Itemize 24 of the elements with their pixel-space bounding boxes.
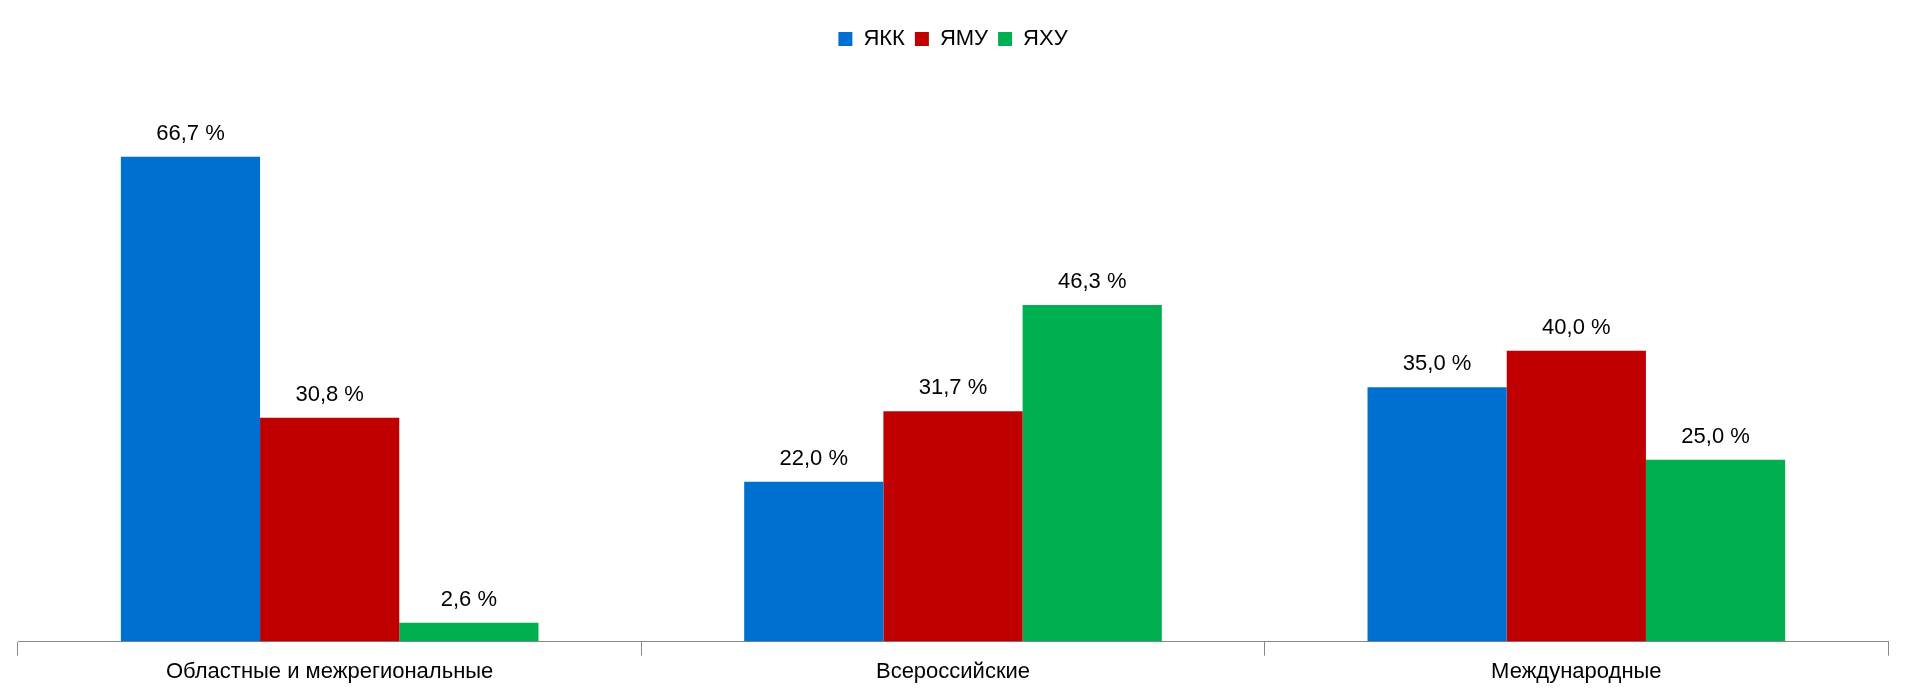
data-label: 66,7 % <box>156 119 225 145</box>
bar <box>1367 387 1507 642</box>
data-label: 22,0 % <box>779 444 849 470</box>
bar <box>399 622 539 642</box>
bar <box>1645 459 1786 642</box>
legend-label: ЯМУ <box>939 25 990 51</box>
x-tick-label: Всероссийские <box>875 657 1031 683</box>
x-tick-label: Международные <box>1491 657 1662 683</box>
bar <box>1506 350 1646 642</box>
bar <box>744 481 884 642</box>
bar <box>1022 305 1162 642</box>
data-label: 35,0 % <box>1402 350 1472 376</box>
bar <box>260 417 400 642</box>
legend-label: ЯКК <box>863 25 906 51</box>
legend-label: ЯХУ <box>1023 25 1069 51</box>
bar <box>883 411 1023 642</box>
data-label: 30,8 % <box>295 380 364 406</box>
data-label: 2,6 % <box>440 585 498 611</box>
data-label: 31,7 % <box>918 374 988 400</box>
x-tick-label: Областные и межрегиональные <box>166 657 494 683</box>
data-label: 40,0 % <box>1542 313 1611 339</box>
data-label: 46,3 % <box>1057 268 1127 294</box>
bar <box>120 156 261 642</box>
data-label: 25,0 % <box>1681 422 1750 448</box>
